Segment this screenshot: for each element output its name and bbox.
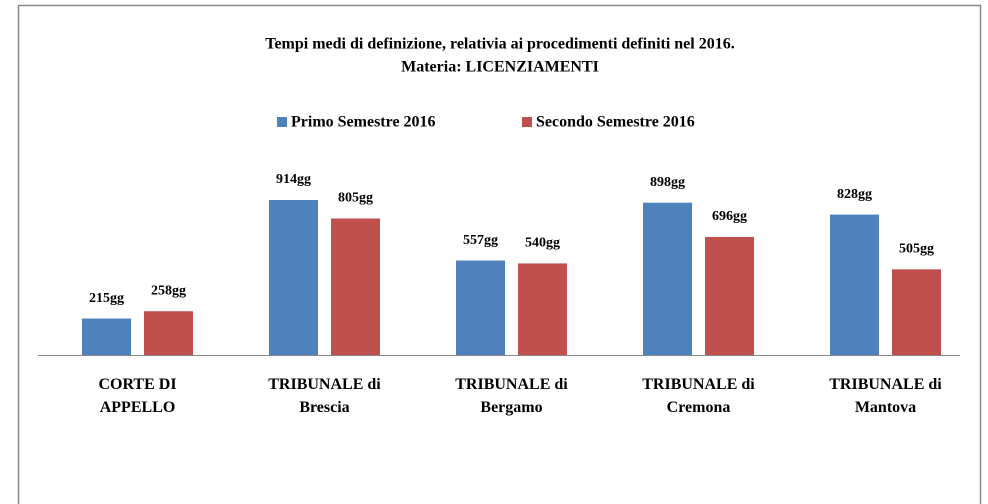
- x-tick-label: TRIBUNALE di Mantova: [829, 376, 942, 416]
- x-tick-label: CORTE DI APPELLO: [98, 376, 177, 416]
- data-label: 557gg: [463, 233, 498, 248]
- legend-label: Primo Semestre 2016: [291, 114, 436, 131]
- data-label: 540gg: [525, 236, 560, 251]
- bar: [705, 236, 754, 355]
- x-tick-label: TRIBUNALE di Cremona: [642, 376, 755, 416]
- data-label: 914gg: [276, 172, 311, 187]
- x-tick-label: TRIBUNALE di Bergamo: [455, 376, 568, 416]
- bar: [643, 202, 692, 355]
- data-label: 258gg: [151, 283, 186, 298]
- data-label: 215gg: [89, 291, 124, 306]
- legend-swatch: [522, 117, 532, 127]
- bar: [830, 214, 879, 355]
- chart-subtitle: Materia: LICENZIAMENTI: [401, 59, 599, 76]
- bar: [456, 260, 505, 355]
- data-label: 696gg: [712, 209, 747, 224]
- legend-swatch: [277, 117, 287, 127]
- bar: [144, 311, 193, 355]
- bar: [269, 199, 318, 355]
- bar: [331, 218, 380, 355]
- data-label: 898gg: [650, 175, 685, 190]
- bar: [518, 263, 567, 355]
- data-label: 505gg: [899, 242, 934, 257]
- data-label: 828gg: [837, 187, 872, 202]
- bar: [892, 269, 941, 355]
- data-label: 805gg: [338, 191, 373, 206]
- chart-title: Tempi medi di definizione, relativia ai …: [265, 36, 734, 53]
- chart-border: [17, 4, 982, 504]
- x-tick-label: TRIBUNALE di Brescia: [268, 376, 381, 416]
- legend-label: Secondo Semestre 2016: [536, 114, 695, 131]
- bar: [82, 318, 131, 355]
